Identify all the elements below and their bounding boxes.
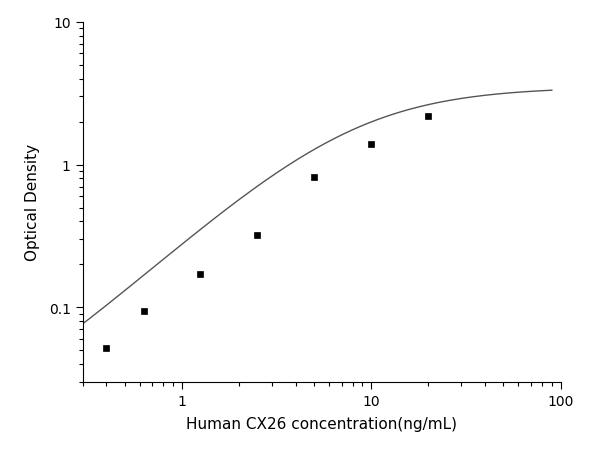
Y-axis label: Optical Density: Optical Density <box>25 144 41 261</box>
X-axis label: Human CX26 concentration(ng/mL): Human CX26 concentration(ng/mL) <box>186 416 457 431</box>
